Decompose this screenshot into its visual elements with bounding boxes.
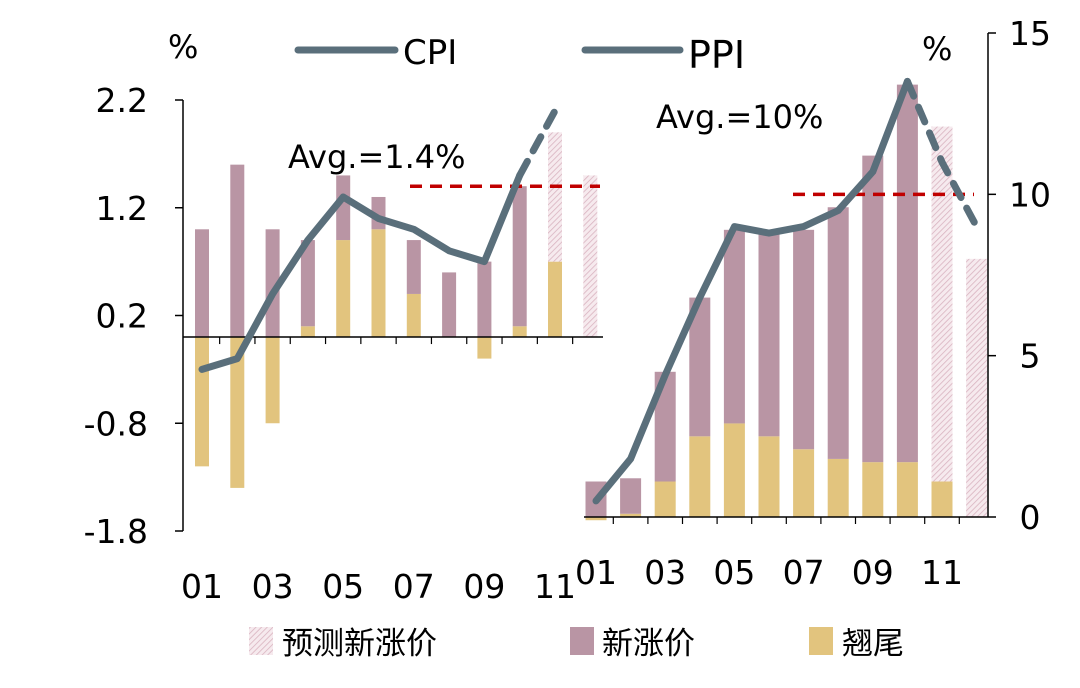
ppi-bars xyxy=(585,84,988,521)
cpi-y-ticks: 2.2 1.2 0.2 -0.8 -1.8 xyxy=(84,81,183,551)
cpi-panel: 2.2 1.2 0.2 -0.8 -1.8 01 03 05 07 09 11 Avg.=1.4% xyxy=(84,81,603,606)
cpi-y-tick-label: 2.2 xyxy=(96,81,148,120)
ppi-line-forecast xyxy=(903,77,981,231)
ppi-x-tick-label: 01 xyxy=(575,553,617,592)
legend-bottom: 预测新涨价 新涨价 翘尾 xyxy=(249,626,904,662)
ppi-bar-carry-06 xyxy=(758,436,780,517)
cpi-x-tick-label: 11 xyxy=(534,567,576,606)
cpi-bar-carry-03 xyxy=(265,337,280,424)
ppi-bar-carry-05 xyxy=(723,423,745,517)
cpi-y-tick-label: -1.8 xyxy=(84,512,148,551)
cpi-bar-carry-10 xyxy=(512,326,527,338)
ppi-bar-new-03 xyxy=(654,371,676,482)
cpi-bar-new-01 xyxy=(195,229,209,338)
cpi-bar-new-02 xyxy=(230,164,245,338)
ppi-bar-new-07 xyxy=(793,229,815,450)
legend-carry-label: 翘尾 xyxy=(842,626,904,662)
ppi-y-tick-label: 10 xyxy=(1009,175,1051,214)
ppi-bar-new-02 xyxy=(620,478,642,514)
cpi-x-tick-label: 01 xyxy=(181,567,223,606)
ppi-x-tick-label: 07 xyxy=(783,553,825,592)
cpi-bar-carry-06 xyxy=(371,229,386,338)
ppi-bar-new-06 xyxy=(758,229,780,437)
cpi-bars xyxy=(195,132,598,488)
cpi-line-forecast xyxy=(516,107,559,179)
cpi-bar-carry-09 xyxy=(477,337,492,359)
cpi-bar-carry-01 xyxy=(195,337,209,467)
ppi-panel: 15 10 5 0 01 03 05 07 09 11 Avg.=10% xyxy=(575,14,1051,592)
cpi-bar-new-03 xyxy=(265,229,280,338)
cpi-y-tick-label: 0.2 xyxy=(96,297,148,336)
ppi-x-tick-label: 03 xyxy=(644,553,686,592)
ppi-x-ticks: 01 03 05 07 09 11 xyxy=(575,553,963,592)
ppi-x-tick-label: 09 xyxy=(852,553,894,592)
ppi-bar-carry-02 xyxy=(620,513,642,517)
ppi-bar-new-04 xyxy=(689,297,711,437)
legend-forecast-swatch xyxy=(249,627,273,655)
ppi-unit-label: % xyxy=(922,30,952,68)
cpi-bar-carry-05 xyxy=(336,240,351,338)
cpi-x-ticks: 01 03 05 07 09 11 xyxy=(181,567,576,606)
ppi-bar-new-05 xyxy=(723,229,745,424)
ppi-x-tick-label: 05 xyxy=(713,553,755,592)
ppi-bar-carry-11 xyxy=(931,481,953,517)
legend-carry-swatch xyxy=(809,627,833,655)
ppi-bar-new-08 xyxy=(827,207,849,459)
cpi-bar-carry-07 xyxy=(406,293,421,338)
ppi-y-tick-label: 5 xyxy=(1020,337,1041,376)
ppi-y-tick-label: 15 xyxy=(1009,14,1051,53)
ppi-bar-new-09 xyxy=(862,155,884,463)
ppi-bar-carry-10 xyxy=(896,462,918,517)
cpi-line xyxy=(198,171,524,373)
ppi-average-label: Avg.=10% xyxy=(656,98,823,136)
ppi-y-tick-label: 0 xyxy=(1020,498,1041,537)
cpi-bar-carry-02 xyxy=(230,337,245,488)
cpi-bar-new-09 xyxy=(477,261,492,338)
cpi-x-tick-label: 07 xyxy=(393,567,435,606)
legend-new-label: 新涨价 xyxy=(602,626,695,662)
cpi-x-tick-label: 05 xyxy=(322,567,364,606)
ppi-bar-new-10 xyxy=(896,84,918,463)
cpi-bar-new-05 xyxy=(336,175,351,241)
ppi-axes xyxy=(584,33,989,524)
cpi-bar-forecast-11 xyxy=(548,132,562,262)
cpi-x-tick-label: 03 xyxy=(252,567,294,606)
legend-top: CPI PPI xyxy=(294,33,745,77)
cpi-bar-new-08 xyxy=(442,272,457,338)
ppi-bar-carry-08 xyxy=(827,458,849,517)
ppi-y-ticks: 15 10 5 0 xyxy=(988,14,1051,537)
cpi-bar-new-10 xyxy=(512,186,527,327)
cpi-y-tick-label: -0.8 xyxy=(84,404,148,443)
ppi-bar-carry-07 xyxy=(793,449,815,517)
ppi-line xyxy=(592,77,911,505)
ppi-bar-carry-01 xyxy=(585,517,607,521)
legend-ppi-label: PPI xyxy=(688,33,745,77)
legend-forecast-label: 预测新涨价 xyxy=(282,626,437,662)
cpi-y-tick-label: 1.2 xyxy=(96,189,148,228)
cpi-average-label: Avg.=1.4% xyxy=(288,138,466,176)
ppi-x-tick-label: 11 xyxy=(921,553,963,592)
cpi-bar-carry-11 xyxy=(548,261,562,338)
ppi-bar-carry-03 xyxy=(654,481,676,517)
cpi-unit-label: % xyxy=(168,28,198,66)
ppi-bar-forecast-12 xyxy=(966,258,988,517)
cpi-bar-new-04 xyxy=(300,240,315,327)
ppi-bar-carry-04 xyxy=(689,436,711,517)
cpi-x-tick-label: 09 xyxy=(463,567,505,606)
ppi-bar-forecast-11 xyxy=(931,126,953,482)
cpi-bar-new-07 xyxy=(406,240,421,294)
ppi-bar-carry-09 xyxy=(862,462,884,517)
legend-new-swatch xyxy=(570,627,594,655)
cpi-bar-carry-04 xyxy=(300,326,315,338)
legend-cpi-label: CPI xyxy=(403,33,457,73)
cpi-bar-forecast-12 xyxy=(583,175,598,338)
